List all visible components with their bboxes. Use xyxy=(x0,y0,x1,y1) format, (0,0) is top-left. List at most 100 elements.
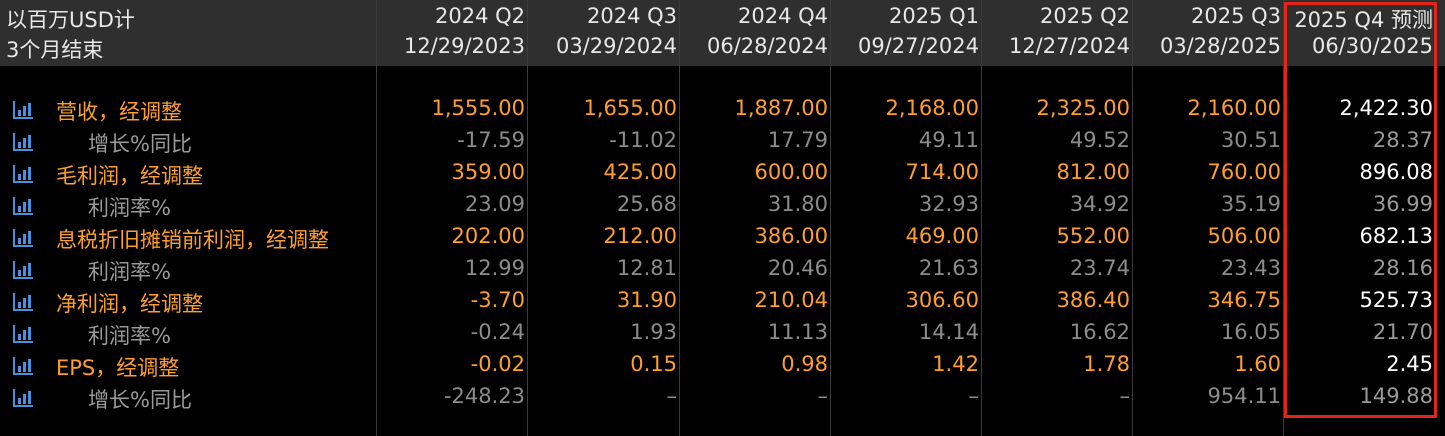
value-cell[interactable]: 1,555.00 xyxy=(431,96,525,120)
table-row[interactable]: 利润率% 23.09 25.68 31.80 32.93 34.92 35.19 36.99 xyxy=(0,190,1445,222)
value-cell[interactable]: -17.59 xyxy=(457,128,525,152)
bar-chart-icon[interactable] xyxy=(12,100,34,120)
value-cell[interactable]: 2,160.00 xyxy=(1187,96,1281,120)
table-row[interactable]: 利润率% 12.99 12.81 20.46 21.63 23.74 23.43 28.16 xyxy=(0,254,1445,286)
table-row[interactable]: 毛利润，经调整 359.00 425.00 600.00 714.00 812.00 760… xyxy=(0,158,1445,190)
value-cell[interactable]: 11.13 xyxy=(767,320,828,344)
value-cell[interactable]: -0.24 xyxy=(470,320,525,344)
value-cell[interactable]: 1.93 xyxy=(630,320,677,344)
value-cell[interactable]: -0.02 xyxy=(470,352,525,376)
value-cell[interactable]: 812.00 xyxy=(1056,160,1130,184)
forecast-value-cell[interactable]: 149.88 xyxy=(1359,384,1433,408)
bar-chart-icon[interactable] xyxy=(12,260,34,280)
forecast-value-cell[interactable]: 525.73 xyxy=(1359,288,1433,312)
value-cell[interactable]: 954.11 xyxy=(1207,384,1281,408)
value-cell[interactable]: 210.04 xyxy=(754,288,828,312)
value-cell[interactable]: – xyxy=(1119,384,1131,408)
bar-chart-icon[interactable] xyxy=(12,388,34,408)
value-cell[interactable]: 12.99 xyxy=(464,256,525,280)
value-cell[interactable]: – xyxy=(968,384,980,408)
value-cell[interactable]: 0.98 xyxy=(781,352,828,376)
bar-chart-icon[interactable] xyxy=(12,356,34,376)
value-cell[interactable]: 2,325.00 xyxy=(1036,96,1130,120)
value-cell[interactable]: 202.00 xyxy=(451,224,525,248)
value-cell[interactable]: 552.00 xyxy=(1056,224,1130,248)
value-cell[interactable]: 16.05 xyxy=(1220,320,1281,344)
column-header-1[interactable]: 2024 Q2 12/29/2023 xyxy=(376,0,529,66)
column-header-3[interactable]: 2024 Q4 06/28/2024 xyxy=(679,0,832,66)
forecast-value-cell[interactable]: 28.16 xyxy=(1372,256,1433,280)
row-label: EPS，经调整 xyxy=(56,356,180,380)
column-divider xyxy=(981,0,982,436)
table-row[interactable]: 增长%同比 -17.59 -11.02 17.79 49.11 49.52 30.51 28.… xyxy=(0,126,1445,158)
value-cell[interactable]: 23.43 xyxy=(1220,256,1281,280)
value-cell[interactable]: 359.00 xyxy=(451,160,525,184)
value-cell[interactable]: 17.79 xyxy=(767,128,828,152)
table-row[interactable]: 净利润，经调整 -3.70 31.90 210.04 306.60 386.40 346.7… xyxy=(0,286,1445,318)
table-row[interactable]: EPS，经调整 -0.02 0.15 0.98 1.42 1.78 1.60 2.45 xyxy=(0,350,1445,382)
table-row[interactable]: 增长%同比 -248.23 – – – – 954.11 149.88 xyxy=(0,382,1445,414)
value-cell[interactable]: 21.63 xyxy=(918,256,979,280)
value-cell[interactable]: 23.09 xyxy=(464,192,525,216)
value-cell[interactable]: – xyxy=(817,384,829,408)
value-cell[interactable]: 49.52 xyxy=(1069,128,1130,152)
column-header-5[interactable]: 2025 Q2 12/27/2024 xyxy=(981,0,1134,66)
bar-chart-icon[interactable] xyxy=(12,132,34,152)
value-cell[interactable]: 31.80 xyxy=(767,192,828,216)
value-cell[interactable]: -248.23 xyxy=(443,384,525,408)
value-cell[interactable]: 212.00 xyxy=(603,224,677,248)
column-header-2[interactable]: 2024 Q3 03/29/2024 xyxy=(527,0,681,66)
forecast-value-cell[interactable]: 896.08 xyxy=(1359,160,1433,184)
column-header-7[interactable]: 2025 Q4 预测 06/30/2025 xyxy=(1283,0,1437,66)
table-row[interactable]: 利润率% -0.24 1.93 11.13 14.14 16.62 16.05 21.70 xyxy=(0,318,1445,350)
forecast-value-cell[interactable]: 36.99 xyxy=(1372,192,1433,216)
value-cell[interactable]: 12.81 xyxy=(616,256,677,280)
value-cell[interactable]: 306.60 xyxy=(905,288,979,312)
value-cell[interactable]: -11.02 xyxy=(609,128,677,152)
column-divider xyxy=(527,0,528,436)
bar-chart-icon[interactable] xyxy=(12,292,34,312)
value-cell[interactable]: 14.14 xyxy=(918,320,979,344)
table-row[interactable]: 营收，经调整 1,555.00 1,655.00 1,887.00 2,168.00 2,… xyxy=(0,94,1445,126)
forecast-value-cell[interactable]: 28.37 xyxy=(1372,128,1433,152)
value-cell[interactable]: 1.42 xyxy=(932,352,979,376)
bar-chart-icon[interactable] xyxy=(12,228,34,248)
value-cell[interactable]: 506.00 xyxy=(1207,224,1281,248)
value-cell[interactable]: 34.92 xyxy=(1069,192,1130,216)
bar-chart-icon[interactable] xyxy=(12,164,34,184)
value-cell[interactable]: 386.00 xyxy=(754,224,828,248)
value-cell[interactable]: 23.74 xyxy=(1069,256,1130,280)
value-cell[interactable]: 1.60 xyxy=(1234,352,1281,376)
value-cell[interactable]: 425.00 xyxy=(603,160,677,184)
value-cell[interactable]: – xyxy=(666,384,678,408)
value-cell[interactable]: 1.78 xyxy=(1083,352,1130,376)
forecast-value-cell[interactable]: 2.45 xyxy=(1386,352,1433,376)
value-cell[interactable]: 2,168.00 xyxy=(885,96,979,120)
value-cell[interactable]: 32.93 xyxy=(918,192,979,216)
bar-chart-icon[interactable] xyxy=(12,324,34,344)
table-row[interactable]: 息税折旧摊销前利润，经调整 202.00 212.00 386.00 469.00 552… xyxy=(0,222,1445,254)
value-cell[interactable]: 20.46 xyxy=(767,256,828,280)
value-cell[interactable]: 760.00 xyxy=(1207,160,1281,184)
value-cell[interactable]: -3.70 xyxy=(470,288,525,312)
forecast-value-cell[interactable]: 682.13 xyxy=(1359,224,1433,248)
bar-chart-icon[interactable] xyxy=(12,196,34,216)
value-cell[interactable]: 35.19 xyxy=(1220,192,1281,216)
value-cell[interactable]: 0.15 xyxy=(630,352,677,376)
value-cell[interactable]: 30.51 xyxy=(1220,128,1281,152)
forecast-value-cell[interactable]: 21.70 xyxy=(1372,320,1433,344)
value-cell[interactable]: 600.00 xyxy=(754,160,828,184)
value-cell[interactable]: 386.40 xyxy=(1056,288,1130,312)
value-cell[interactable]: 469.00 xyxy=(905,224,979,248)
value-cell[interactable]: 31.90 xyxy=(616,288,677,312)
value-cell[interactable]: 1,887.00 xyxy=(734,96,828,120)
column-header-6[interactable]: 2025 Q3 03/28/2025 xyxy=(1132,0,1285,66)
column-header-4[interactable]: 2025 Q1 09/27/2024 xyxy=(830,0,983,66)
value-cell[interactable]: 1,655.00 xyxy=(583,96,677,120)
value-cell[interactable]: 714.00 xyxy=(905,160,979,184)
forecast-value-cell[interactable]: 2,422.30 xyxy=(1339,96,1433,120)
value-cell[interactable]: 16.62 xyxy=(1069,320,1130,344)
value-cell[interactable]: 25.68 xyxy=(616,192,677,216)
value-cell[interactable]: 346.75 xyxy=(1207,288,1281,312)
value-cell[interactable]: 49.11 xyxy=(918,128,979,152)
